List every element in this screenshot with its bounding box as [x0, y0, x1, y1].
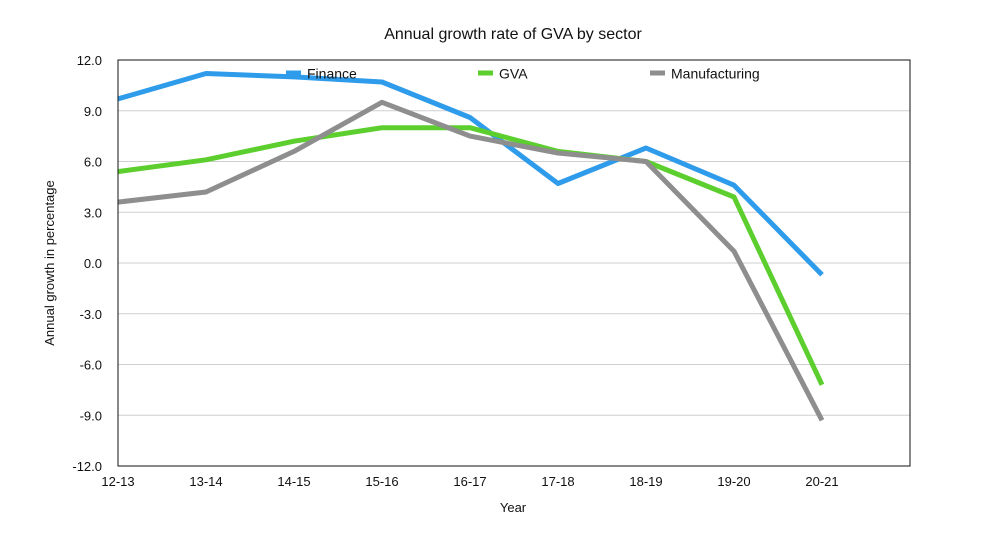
x-tick-label: 17-18	[541, 474, 574, 489]
y-axis-title: Annual growth in percentage	[42, 180, 57, 346]
legend-label-gva: GVA	[499, 66, 528, 82]
y-axis-ticks: 12.0 9.0 6.0 3.0 0.0 -3.0 -6.0 -9.0 -12.0	[72, 53, 102, 474]
series-line-manufacturing	[117, 99, 825, 422]
x-tick-label: 19-20	[717, 474, 750, 489]
y-tick-label: 6.0	[84, 155, 102, 170]
y-tick-label: -3.0	[80, 307, 102, 322]
x-tick-label: 13-14	[189, 474, 222, 489]
chart-title: Annual growth rate of GVA by sector	[384, 26, 642, 43]
x-tick-label: 18-19	[629, 474, 662, 489]
series-layer	[117, 71, 825, 422]
x-tick-label: 20-21	[805, 474, 838, 489]
x-axis-title: Year	[500, 500, 527, 515]
series-line-finance	[117, 71, 824, 277]
y-tick-label: -12.0	[72, 459, 102, 474]
x-axis-ticks: 12-13 13-14 14-15 15-16 16-17 17-18 18-19 19-20…	[101, 474, 838, 489]
y-tick-label: 0.0	[84, 256, 102, 271]
x-tick-label: 12-13	[101, 474, 134, 489]
x-tick-label: 15-16	[365, 474, 398, 489]
series-line-gva	[117, 125, 825, 386]
y-tick-label: 9.0	[84, 104, 102, 119]
grid-layer	[118, 110, 910, 416]
y-tick-label: -6.0	[80, 358, 102, 373]
y-tick-label: -9.0	[80, 408, 102, 423]
legend-label-manufacturing: Manufacturing	[671, 66, 760, 82]
legend-label-finance: Finance	[307, 66, 357, 82]
plot-frame	[117, 59, 911, 467]
legend-swatch-finance	[286, 70, 301, 76]
x-tick-label: 14-15	[277, 474, 310, 489]
legend-swatch-gva	[478, 70, 493, 76]
y-tick-label: 3.0	[84, 205, 102, 220]
y-tick-label: 12.0	[77, 53, 102, 68]
x-tick-label: 16-17	[453, 474, 486, 489]
legend: Finance GVA Manufacturing	[286, 66, 760, 82]
legend-swatch-manufacturing	[650, 70, 665, 76]
